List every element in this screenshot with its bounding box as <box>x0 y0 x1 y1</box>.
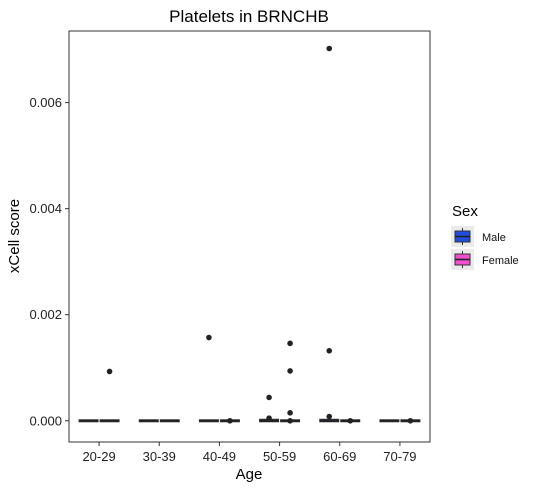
box-female-60-69 <box>340 417 361 424</box>
outlier-point <box>407 417 414 424</box>
legend: Sex Male Female <box>451 203 519 270</box>
x-tick-label: 30-39 <box>143 449 176 464</box>
box-male-20-29 <box>78 419 99 423</box>
outlier-point <box>326 347 333 354</box>
y-tick-label: 0.004 <box>29 201 62 216</box>
chart-title: Platelets in BRNCHB <box>169 7 329 26</box>
outlier-point <box>266 415 272 421</box>
box-plot-marks <box>78 45 421 424</box>
box-female-70-79 <box>400 417 421 424</box>
outlier-point <box>227 417 233 424</box>
x-axis-title: Age <box>236 466 263 483</box>
y-tick-label: 0.000 <box>29 413 62 428</box>
x-tick-label: 70-79 <box>383 449 416 464</box>
y-axis-title: xCell score <box>6 199 23 273</box>
box-male-60-69 <box>319 45 340 423</box>
legend-label: Male <box>482 232 506 244</box>
outlier-point <box>287 340 293 347</box>
x-tick-label: 50-59 <box>263 449 296 464</box>
outlier-point <box>347 417 354 424</box>
box-female-30-39 <box>159 419 180 423</box>
box-female-50-59 <box>280 340 301 424</box>
box-male-70-79 <box>379 419 400 423</box>
x-tick-label: 40-49 <box>203 449 236 464</box>
box-male-50-59 <box>259 394 280 423</box>
box-female-40-49 <box>219 417 240 424</box>
x-tick-label: 20-29 <box>82 449 115 464</box>
outlier-point <box>266 394 272 401</box>
outlier-point <box>326 413 333 420</box>
legend-title: Sex <box>452 203 478 220</box>
box-female-20-29 <box>99 368 120 423</box>
box-male-30-39 <box>138 419 159 423</box>
legend-entry-male: Male <box>451 226 506 247</box>
y-tick-label: 0.006 <box>29 95 62 110</box>
outlier-point <box>206 334 212 341</box>
outlier-point <box>287 417 293 424</box>
outlier-point <box>287 410 293 416</box>
outlier-point <box>106 368 113 375</box>
box-male-40-49 <box>198 334 219 423</box>
legend-label: Female <box>482 255 519 267</box>
y-axis: 0.000 0.002 0.004 0.006 <box>29 95 69 428</box>
plot-panel-border <box>68 30 431 443</box>
outlier-point <box>326 45 333 52</box>
legend-entry-female: Female <box>451 249 519 270</box>
x-axis: 20-29 30-39 40-49 50-59 60-69 70-79 <box>82 442 417 464</box>
x-tick-label: 60-69 <box>323 449 356 464</box>
y-tick-label: 0.002 <box>29 307 62 322</box>
outlier-point <box>287 368 293 374</box>
